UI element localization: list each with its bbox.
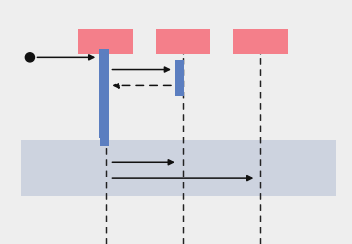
Bar — [100, 133, 109, 146]
Bar — [78, 29, 133, 54]
Bar — [99, 49, 109, 138]
Circle shape — [25, 53, 34, 62]
Bar — [233, 29, 288, 54]
Bar — [175, 60, 184, 96]
Bar — [156, 29, 210, 54]
Bar — [21, 140, 336, 196]
